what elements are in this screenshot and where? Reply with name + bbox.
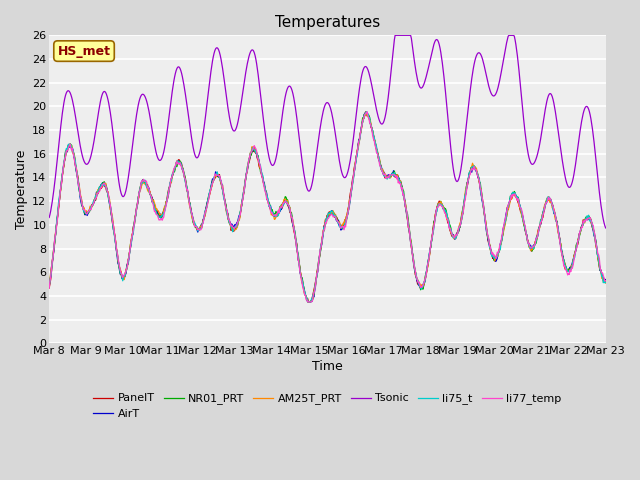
AM25T_PRT	[198, 221, 206, 227]
Line: NR01_PRT: NR01_PRT	[49, 112, 605, 302]
PanelT	[397, 179, 404, 185]
NR01_PRT	[45, 284, 53, 290]
AirT	[56, 200, 63, 205]
Tsonic	[412, 69, 420, 75]
Tsonic	[391, 33, 399, 38]
AM25T_PRT	[56, 199, 63, 204]
li77_temp	[602, 278, 609, 284]
Line: li77_temp: li77_temp	[49, 112, 605, 302]
AirT	[364, 109, 371, 115]
li77_temp	[198, 222, 206, 228]
PanelT	[305, 299, 312, 305]
NR01_PRT	[363, 109, 371, 115]
NR01_PRT	[602, 279, 609, 285]
AM25T_PRT	[602, 280, 609, 286]
li75_t	[113, 247, 120, 252]
AM25T_PRT	[113, 246, 120, 252]
li75_t	[45, 283, 53, 288]
AirT	[413, 277, 420, 283]
Tsonic	[56, 138, 63, 144]
Tsonic	[396, 33, 404, 38]
AirT	[169, 171, 177, 177]
Line: li75_t: li75_t	[49, 112, 605, 302]
li75_t	[169, 171, 177, 177]
Y-axis label: Temperature: Temperature	[15, 150, 28, 229]
AM25T_PRT	[45, 282, 53, 288]
Line: Tsonic: Tsonic	[49, 36, 605, 228]
AirT	[198, 221, 206, 227]
PanelT	[362, 109, 369, 115]
li77_temp	[397, 180, 404, 186]
li75_t	[363, 109, 371, 115]
PanelT	[198, 220, 206, 226]
AM25T_PRT	[413, 276, 420, 282]
AirT	[305, 299, 312, 305]
Line: PanelT: PanelT	[49, 112, 605, 302]
AM25T_PRT	[169, 170, 177, 176]
li75_t	[56, 194, 63, 200]
NR01_PRT	[113, 246, 120, 252]
NR01_PRT	[397, 178, 404, 184]
li77_temp	[45, 285, 53, 291]
PanelT	[169, 170, 177, 176]
Tsonic	[169, 83, 177, 89]
li75_t	[413, 276, 420, 282]
Tsonic	[198, 135, 206, 141]
Tsonic	[602, 225, 609, 231]
NR01_PRT	[413, 276, 420, 281]
NR01_PRT	[304, 299, 312, 305]
X-axis label: Time: Time	[312, 360, 343, 373]
Tsonic	[113, 161, 120, 167]
AM25T_PRT	[397, 178, 404, 184]
li77_temp	[305, 299, 312, 305]
NR01_PRT	[56, 197, 63, 203]
Title: Temperatures: Temperatures	[275, 15, 380, 30]
li75_t	[305, 299, 313, 305]
PanelT	[413, 276, 420, 282]
PanelT	[45, 285, 53, 291]
AirT	[45, 283, 53, 289]
PanelT	[56, 200, 63, 205]
NR01_PRT	[169, 172, 177, 178]
li77_temp	[364, 109, 371, 115]
PanelT	[602, 279, 609, 285]
Line: AirT: AirT	[49, 112, 605, 302]
Tsonic	[45, 215, 53, 220]
AM25T_PRT	[363, 111, 371, 117]
Line: AM25T_PRT: AM25T_PRT	[49, 114, 605, 302]
AirT	[602, 277, 609, 283]
li77_temp	[113, 246, 120, 252]
Text: HS_met: HS_met	[58, 45, 111, 58]
li75_t	[397, 180, 404, 186]
li77_temp	[169, 170, 177, 176]
Legend: PanelT, AirT, NR01_PRT, AM25T_PRT, Tsonic, li75_t, li77_temp: PanelT, AirT, NR01_PRT, AM25T_PRT, Tsoni…	[89, 389, 566, 423]
li75_t	[602, 279, 609, 285]
AirT	[397, 179, 404, 185]
AM25T_PRT	[305, 299, 312, 305]
li77_temp	[56, 199, 63, 205]
PanelT	[113, 248, 120, 254]
li75_t	[198, 221, 206, 227]
AirT	[113, 248, 120, 254]
li77_temp	[413, 275, 420, 280]
NR01_PRT	[198, 221, 206, 227]
